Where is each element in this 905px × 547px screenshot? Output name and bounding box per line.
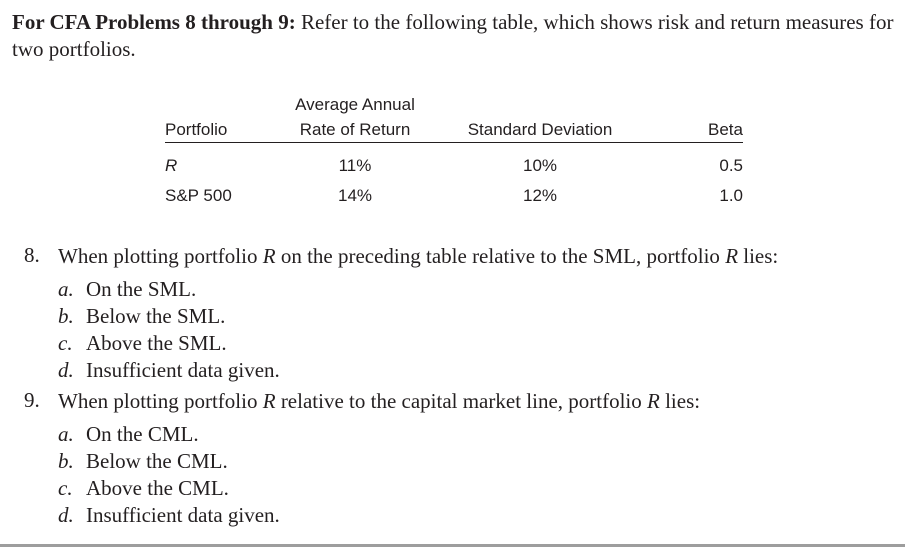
question-number: 8. <box>24 243 40 267</box>
option-text: Insufficient data given. <box>86 358 280 382</box>
question-8: 8. When plotting portfolio R on the prec… <box>24 243 894 384</box>
answer-option: d. Insufficient data given. <box>58 502 894 529</box>
option-text: Above the SML. <box>86 331 227 355</box>
option-letter: b. <box>58 304 74 328</box>
header-std-dev: Standard Deviation <box>467 120 613 139</box>
portfolio-variable: R <box>262 389 276 413</box>
question-text-part: When plotting portfolio <box>58 389 263 413</box>
option-letter: a. <box>58 422 74 446</box>
option-letter: d. <box>58 358 74 382</box>
option-letter: b. <box>58 449 74 473</box>
cell-portfolio: R <box>165 156 178 175</box>
portfolio-variable: R <box>725 244 739 268</box>
cell-beta: 1.0 <box>719 186 743 205</box>
answer-options: a. On the CML. b. Below the CML. c. Above t… <box>58 421 894 529</box>
table-row: R 11% 10% 0.5 <box>165 143 743 182</box>
option-letter: a. <box>58 277 74 301</box>
question-text-part: lies: <box>738 244 779 268</box>
option-text: Above the CML. <box>86 476 229 500</box>
answer-option: c. Above the SML. <box>58 330 894 357</box>
answer-option: a. On the SML. <box>58 276 894 303</box>
header-return-line2: Rate of Return <box>299 120 411 139</box>
option-letter: d. <box>58 503 74 527</box>
question-text-part: When plotting portfolio <box>58 244 263 268</box>
intro-lead: For CFA Problems 8 through 9: <box>12 10 296 34</box>
question-number: 9. <box>24 388 40 412</box>
portfolio-variable: R <box>262 244 276 268</box>
table-header-row: Portfolio Average Annual Rate of Return S… <box>165 92 743 143</box>
header-return-line1: Average Annual <box>295 95 415 114</box>
option-text: Below the CML. <box>86 449 228 473</box>
option-text: Below the SML. <box>86 304 226 328</box>
question-list: 8. When plotting portfolio R on the prec… <box>24 243 894 529</box>
question-text-part: on the preceding table relative to the S… <box>275 244 726 268</box>
cell-beta: 0.5 <box>719 156 743 175</box>
answer-option: a. On the CML. <box>58 421 894 448</box>
risk-return-table: Portfolio Average Annual Rate of Return S… <box>165 92 743 211</box>
intro-paragraph: For CFA Problems 8 through 9: Refer to t… <box>12 9 902 63</box>
cell-return: 14% <box>337 186 373 205</box>
option-text: On the CML. <box>86 422 199 446</box>
cell-std-dev: 12% <box>522 186 558 205</box>
header-beta: Beta <box>708 120 743 139</box>
question-9: 9. When plotting portfolio R relative to… <box>24 388 894 529</box>
option-text: On the SML. <box>86 277 197 301</box>
answer-options: a. On the SML. b. Below the SML. c. Above t… <box>58 276 894 384</box>
portfolio-variable: R <box>647 389 660 413</box>
table-row: S&P 500 14% 12% 1.0 <box>165 181 743 211</box>
cell-std-dev: 10% <box>522 156 558 175</box>
question-text-part: lies: <box>659 389 701 413</box>
answer-option: b. Below the CML. <box>58 448 894 475</box>
answer-option: b. Below the SML. <box>58 303 894 330</box>
answer-option: c. Above the CML. <box>58 475 894 502</box>
header-return: Average Annual Rate of Return <box>285 92 425 143</box>
answer-option: d. Insufficient data given. <box>58 357 894 384</box>
option-text: Insufficient data given. <box>86 503 280 527</box>
intro-text: Refer to the following table, which show… <box>12 10 894 61</box>
cell-portfolio: S&P 500 <box>165 186 232 205</box>
cell-return: 11% <box>338 156 372 175</box>
bottom-divider <box>0 544 905 547</box>
question-text: When plotting portfolio R on the precedi… <box>58 243 894 270</box>
header-portfolio: Portfolio <box>165 120 228 139</box>
option-letter: c. <box>58 331 73 355</box>
question-text: When plotting portfolio R relative to th… <box>58 388 894 415</box>
question-text-part: relative to the capital market line, por… <box>275 389 648 413</box>
option-letter: c. <box>58 476 73 500</box>
